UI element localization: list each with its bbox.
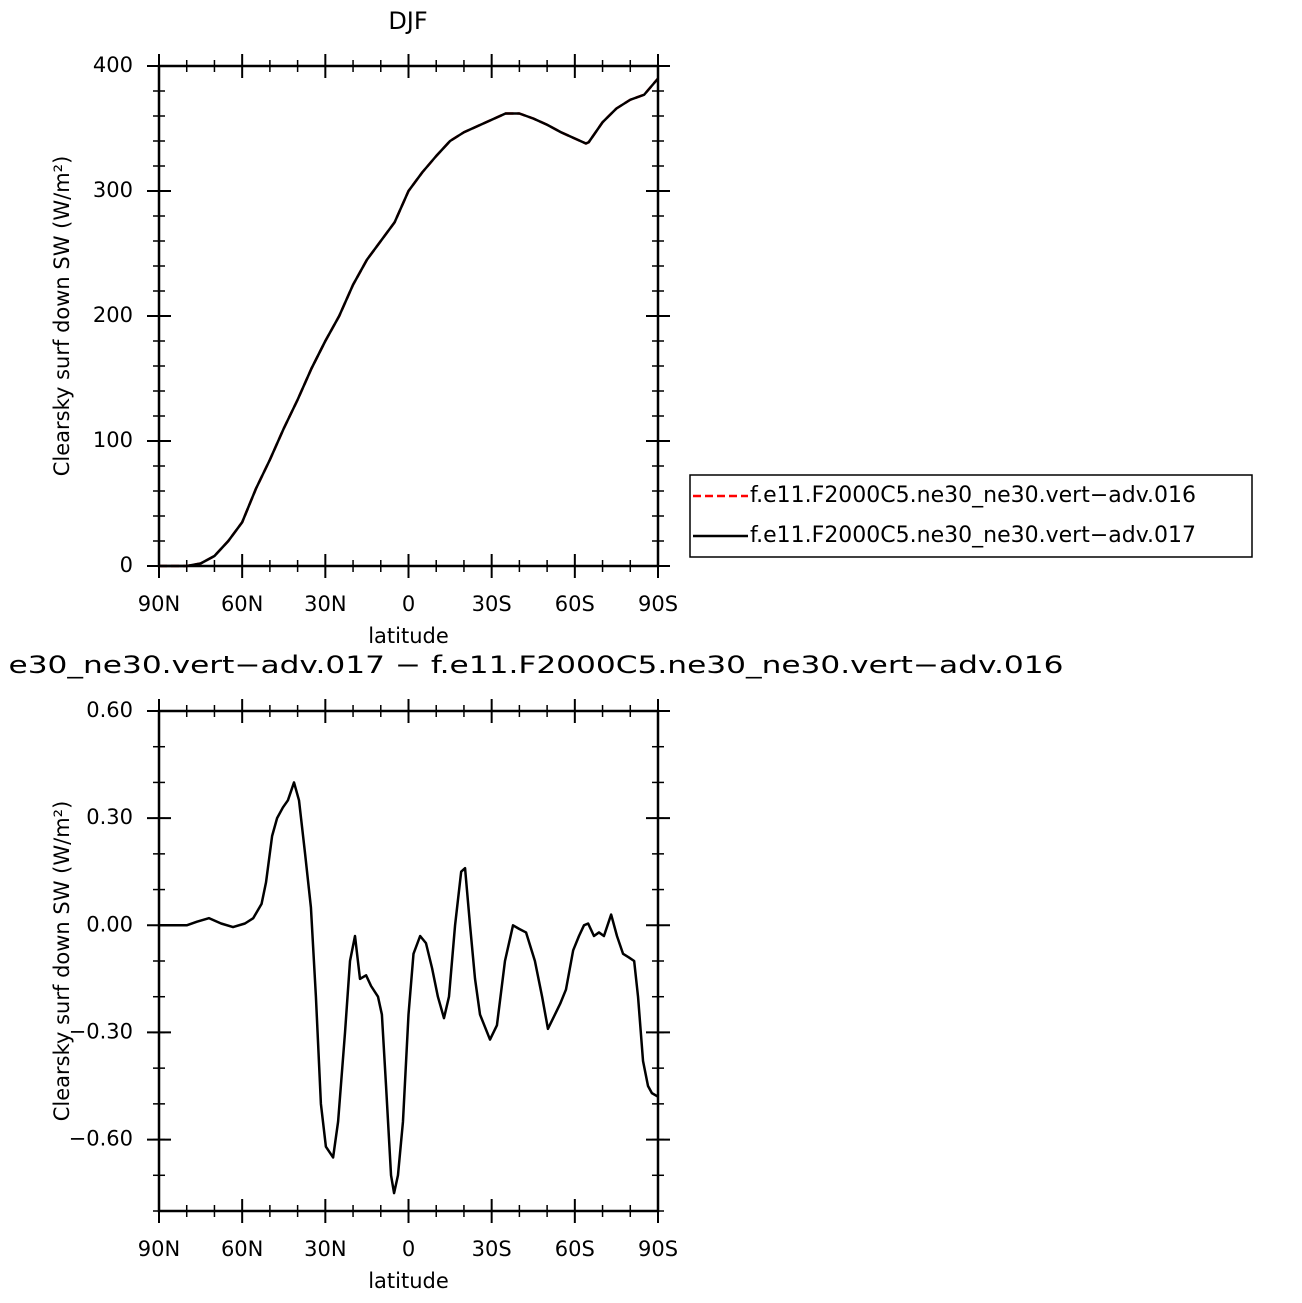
legend-label: f.e11.F2000C5.ne30_ne30.vert−adv.016 — [750, 483, 1196, 508]
x-tick-label: 90N — [138, 1237, 180, 1261]
x-tick-label: 90S — [638, 1237, 678, 1261]
x-tick-label: 30S — [472, 592, 512, 616]
y-axis-label: Clearsky surf down SW (W/m²) — [50, 801, 74, 1122]
y-tick-label: −0.60 — [69, 1127, 133, 1151]
x-tick-label: 0 — [402, 1237, 415, 1261]
y-tick-label: 200 — [93, 303, 133, 327]
x-tick-label: 30N — [304, 1237, 346, 1261]
y-tick-label: 300 — [93, 178, 133, 202]
x-tick-label: 30N — [304, 592, 346, 616]
x-tick-label: 60N — [221, 592, 263, 616]
x-axis-label: latitude — [368, 624, 449, 648]
chart-title: e30_ne30.vert−adv.017 − f.e11.F2000C5.ne… — [9, 651, 1064, 679]
x-tick-label: 0 — [402, 592, 415, 616]
x-tick-label: 30S — [472, 1237, 512, 1261]
y-tick-label: 0 — [120, 553, 133, 577]
plot-frame — [157, 709, 660, 1213]
y-tick-label: −0.30 — [69, 1019, 133, 1043]
line-series — [159, 77, 659, 568]
chart-title: DJF — [388, 7, 427, 35]
y-tick-label: 100 — [93, 428, 133, 452]
legend-box — [689, 474, 1253, 558]
x-tick-label: 60S — [555, 1237, 595, 1261]
x-tick-label: 90S — [638, 592, 678, 616]
y-tick-label: 0.60 — [86, 698, 133, 722]
y-tick-label: 400 — [93, 53, 133, 77]
x-tick-label: 60S — [555, 592, 595, 616]
line-series — [159, 781, 659, 1195]
x-tick-label: 60N — [221, 1237, 263, 1261]
line-series — [159, 77, 659, 568]
x-tick-label: 90N — [138, 592, 180, 616]
y-tick-label: 0.00 — [86, 912, 133, 936]
y-tick-label: 0.30 — [86, 805, 133, 829]
x-axis-label: latitude — [368, 1269, 449, 1293]
y-axis-label: Clearsky surf down SW (W/m²) — [50, 156, 74, 477]
legend-label: f.e11.F2000C5.ne30_ne30.vert−adv.017 — [750, 523, 1196, 548]
plot-frame — [157, 64, 660, 568]
